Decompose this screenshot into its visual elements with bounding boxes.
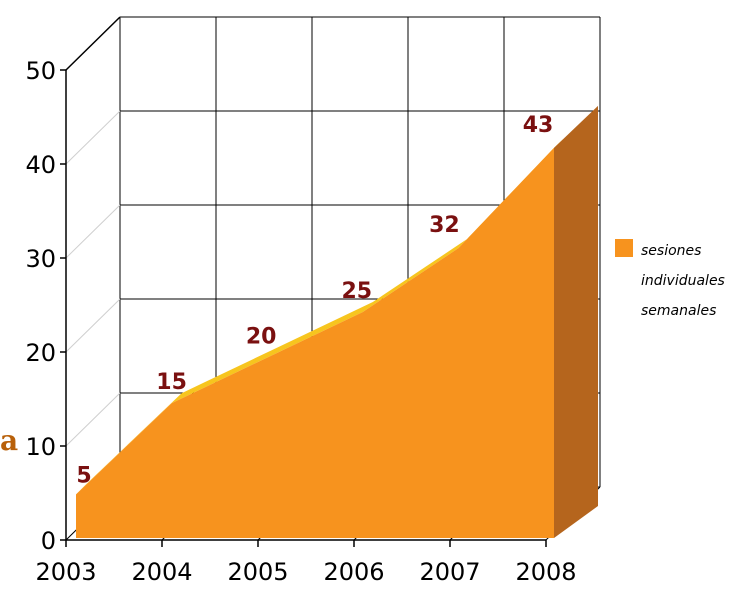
area-side-face <box>554 105 598 538</box>
area-front-face <box>76 147 554 538</box>
x-tick-label: 2008 <box>515 558 576 586</box>
side-gridline <box>65 298 121 353</box>
legend-line-1: sesiones <box>641 243 701 259</box>
x-tick-label: 2004 <box>131 558 192 586</box>
legend-line-2: individuales <box>641 273 725 289</box>
data-label: 43 <box>523 113 554 138</box>
x-tick-label: 2006 <box>323 558 384 586</box>
y-tick-label: 30 <box>25 245 56 273</box>
data-label: 5 <box>76 463 91 488</box>
y-tick-label: 10 <box>25 433 56 461</box>
legend-line-3: semanales <box>641 303 716 319</box>
axes <box>65 16 546 541</box>
x-axis-ticks: 2003 2004 2005 2006 2007 2008 <box>35 540 577 586</box>
y-tick-label: 20 <box>25 339 56 367</box>
top-depth-line <box>65 16 121 71</box>
y-axis-ticks: 0 10 20 30 40 50 <box>25 57 66 555</box>
x-tick-label: 2005 <box>227 558 288 586</box>
side-gridline <box>65 204 121 259</box>
legend-swatch <box>615 239 633 257</box>
x-tick-label: 2003 <box>35 558 96 586</box>
data-label: 15 <box>156 370 187 395</box>
legend: sesiones individuales semanales <box>615 239 725 319</box>
y-tick-label: 50 <box>25 57 56 85</box>
data-label: 20 <box>246 325 277 350</box>
y-tick-label: 0 <box>41 527 56 555</box>
area-series <box>76 105 598 538</box>
data-labels: 5 15 20 25 32 43 <box>76 113 553 489</box>
side-text-fragment: a <box>0 424 18 457</box>
data-label: 32 <box>429 213 460 238</box>
x-tick-label: 2007 <box>419 558 480 586</box>
y-tick-label: 40 <box>25 151 56 179</box>
data-label: 25 <box>341 279 372 304</box>
side-gridline <box>65 392 121 447</box>
side-gridline <box>65 110 121 165</box>
